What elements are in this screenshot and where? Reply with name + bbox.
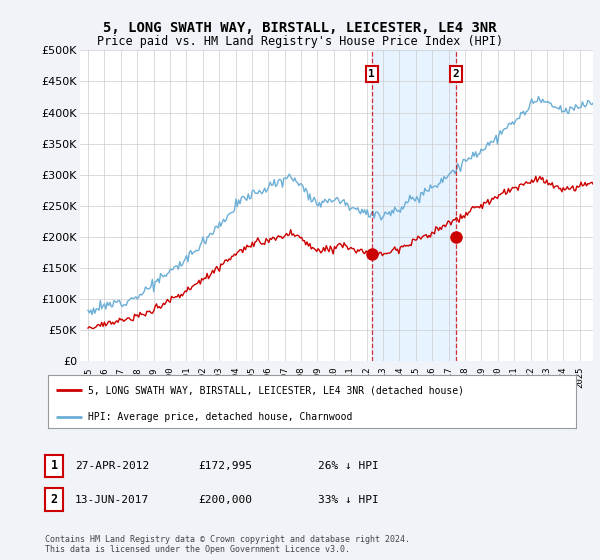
Text: 33% ↓ HPI: 33% ↓ HPI: [318, 494, 379, 505]
Text: 5, LONG SWATH WAY, BIRSTALL, LEICESTER, LE4 3NR (detached house): 5, LONG SWATH WAY, BIRSTALL, LEICESTER, …: [88, 385, 464, 395]
Text: 27-APR-2012: 27-APR-2012: [75, 461, 149, 471]
Text: Price paid vs. HM Land Registry's House Price Index (HPI): Price paid vs. HM Land Registry's House …: [97, 35, 503, 48]
Text: 2: 2: [452, 69, 460, 79]
Text: 13-JUN-2017: 13-JUN-2017: [75, 494, 149, 505]
Text: 26% ↓ HPI: 26% ↓ HPI: [318, 461, 379, 471]
Text: HPI: Average price, detached house, Charnwood: HPI: Average price, detached house, Char…: [88, 412, 352, 422]
Text: Contains HM Land Registry data © Crown copyright and database right 2024.
This d: Contains HM Land Registry data © Crown c…: [45, 535, 410, 554]
Text: 1: 1: [50, 459, 58, 473]
Text: 1: 1: [368, 69, 375, 79]
Text: £172,995: £172,995: [198, 461, 252, 471]
Text: £200,000: £200,000: [198, 494, 252, 505]
Bar: [372, 50, 456, 361]
Text: 2: 2: [50, 493, 58, 506]
Text: 5, LONG SWATH WAY, BIRSTALL, LEICESTER, LE4 3NR: 5, LONG SWATH WAY, BIRSTALL, LEICESTER, …: [103, 21, 497, 35]
